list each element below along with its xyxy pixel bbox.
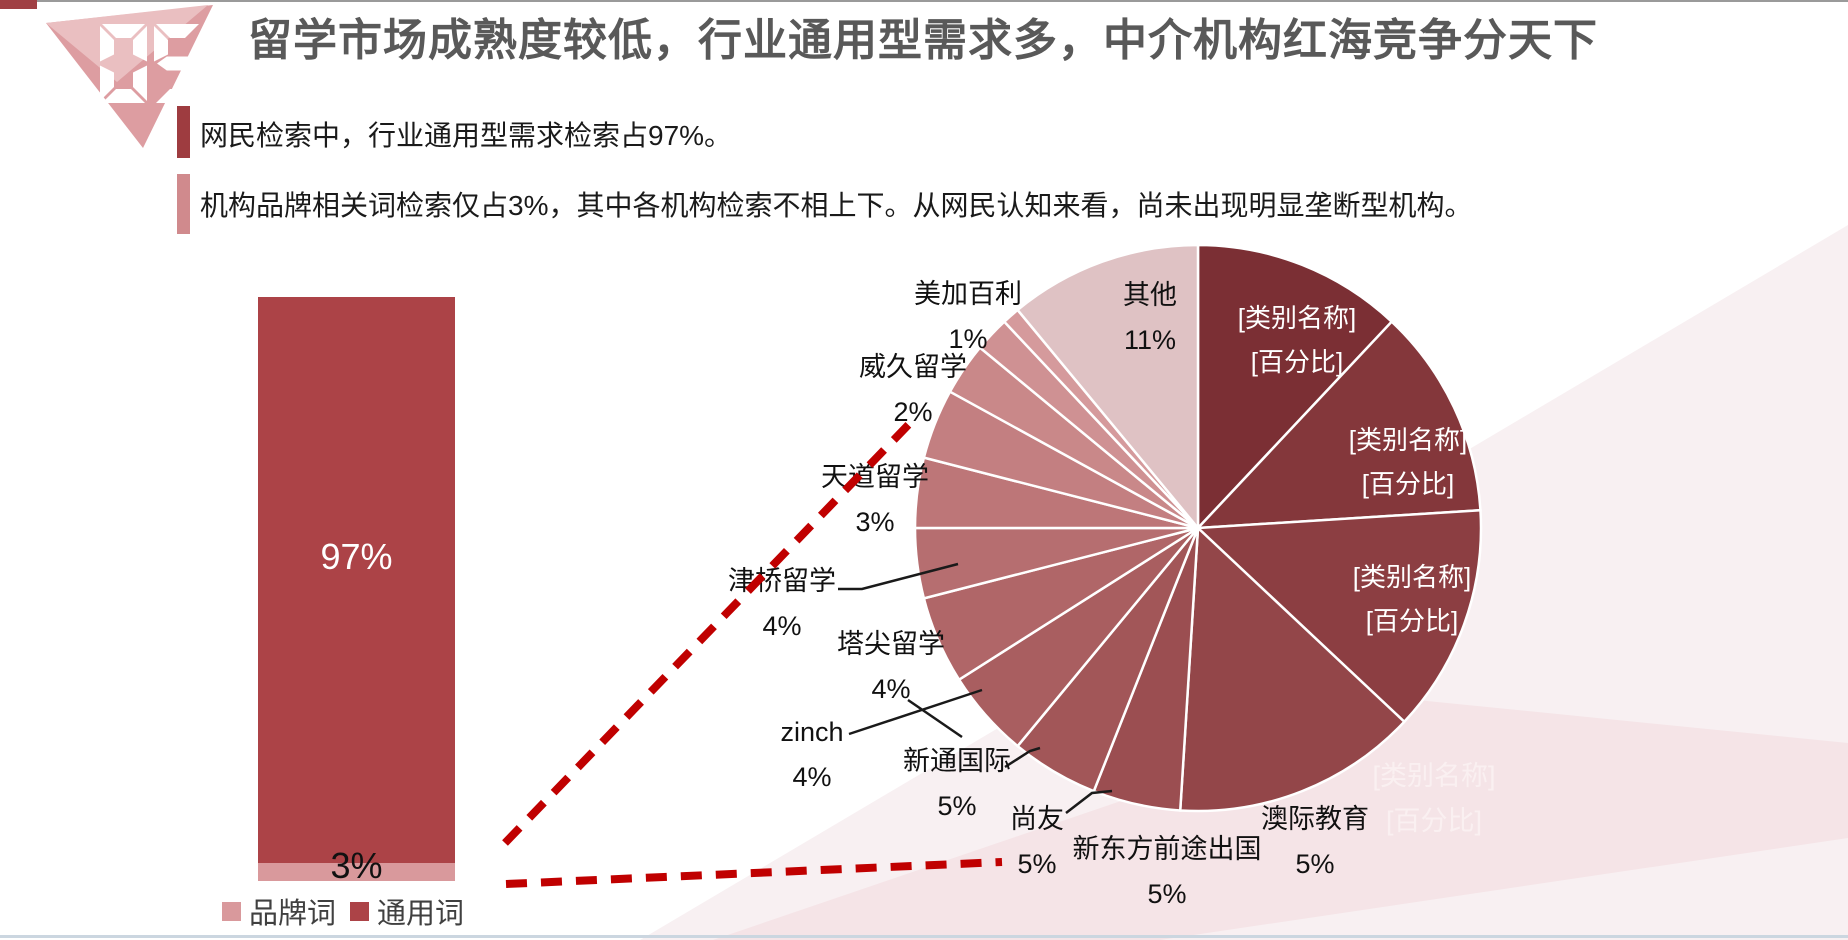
pie-slice-1: [1194, 319, 1482, 530]
pie-label-value-13: 1%: [948, 324, 988, 354]
pie-label-10: 津桥留学 4%: [728, 568, 836, 640]
corner-accent: [0, 0, 37, 9]
pie-label-name-13: 美加百利: [914, 279, 1022, 309]
callout-line-lower: [505, 858, 1003, 888]
bullet-1-text: 网民检索中，行业通用型需求检索占97%。: [200, 120, 733, 151]
bar-value-brand: 3%: [330, 845, 383, 886]
pie-label-value-11: 3%: [855, 507, 895, 537]
callout-line-upper: [502, 417, 916, 846]
bar-chart-legend: 品牌词 通用词: [222, 890, 464, 932]
pie-label-11: 天道留学 3%: [821, 464, 929, 536]
digit-segment: [102, 89, 145, 103]
pie-label-3: [类别名称] [百分比]: [1372, 763, 1495, 835]
pie-label-0: [类别名称] [百分比]: [1238, 305, 1356, 375]
slide-title: 留学市场成熟度较低，行业通用型需求多，中介机构红海竞争分天下: [248, 16, 1598, 65]
pie-label-value-14: 11%: [1123, 325, 1177, 355]
pie-label-name-1: [类别名称]: [1348, 425, 1468, 455]
pie-label-name-7: 新通国际: [903, 746, 1011, 776]
pie-label-value-7: 5%: [937, 791, 977, 821]
digit-segment: [100, 26, 114, 62]
pie-label-name-0: [类别名称]: [1237, 303, 1357, 333]
pie-label-9: 塔尖留学 4%: [837, 631, 945, 703]
pie-label-name-11: 天道留学: [821, 462, 929, 492]
legend-label-brand-words: 品牌词: [249, 898, 337, 930]
digit-segment: [154, 26, 168, 62]
pie-label-value-6: 5%: [1017, 849, 1057, 879]
pie-label-name-4: 澳际教育: [1261, 804, 1369, 834]
pie-label-value-8: 4%: [792, 762, 832, 792]
bar-segment-brand-words: [258, 863, 455, 881]
pie-label-8: zinch 4%: [780, 719, 843, 791]
pie-label-7: 新通国际 5%: [903, 748, 1011, 820]
leader-line-tajian: [907, 698, 963, 739]
digit-segment: [102, 24, 145, 38]
pie-label-name-12: 威久留学: [859, 352, 967, 382]
pie-label-value-5: 5%: [1147, 879, 1187, 909]
bar-value-generic: 97%: [320, 536, 393, 577]
top-border: [0, 0, 1848, 2]
pie-label-14: 其他 11%: [1123, 282, 1177, 354]
pie-label-name-9: 塔尖留学: [837, 629, 945, 659]
pie-label-13: 美加百利 1%: [914, 281, 1022, 353]
section-number-gem: [46, 5, 213, 148]
digit-segment: [156, 89, 199, 103]
digit-segment: [133, 65, 147, 101]
pie-label-1: [类别名称] [百分比]: [1349, 427, 1467, 497]
pie-label-value-9: 4%: [871, 674, 911, 704]
pie-label-name-6: 尚友: [1010, 804, 1064, 834]
pie-label-6: 尚友 5%: [1010, 806, 1064, 878]
bullet-marker-1: [177, 106, 190, 158]
leader-line-shangyou: [1065, 789, 1113, 814]
legend-label-generic-words: 通用词: [377, 898, 465, 930]
pie-label-value-1: [百分比]: [1361, 469, 1455, 499]
pie-label-name-5: 新东方前途出国: [1072, 834, 1262, 864]
pie-label-4: 澳际教育 5%: [1261, 806, 1369, 878]
pie-slice-14: [1015, 243, 1200, 532]
pie-label-value-2: [百分比]: [1365, 606, 1459, 636]
bullet-2-text: 机构品牌相关词检索仅占3%，其中各机构检索不相上下。从网民认知来看，尚未出现明显…: [200, 190, 1473, 221]
bullet-marker-2: [177, 174, 190, 234]
pie-label-name-8: zinch: [780, 717, 844, 747]
legend-item-generic-words: 通用词: [350, 890, 464, 932]
section-number: [100, 24, 201, 103]
legend-swatch-generic-words: [350, 901, 370, 921]
pie-label-value-12: 2%: [893, 397, 933, 427]
bar-segment-generic-words: [258, 297, 455, 864]
legend-swatch-brand-words: [222, 901, 241, 921]
pie-label-12: 威久留学 2%: [859, 354, 967, 426]
pie-slice-3: [1178, 525, 1407, 813]
digit-segment: [100, 65, 114, 101]
pie-label-5: 新东方前途出国 5%: [1073, 836, 1262, 908]
pie-label-value-4: 5%: [1295, 849, 1335, 879]
digit-segment: [157, 56, 198, 71]
leader-line-jinqiao: [838, 562, 959, 591]
pie-label-name-14: 其他: [1123, 280, 1177, 310]
pie-label-value-10: 4%: [762, 611, 802, 641]
digit-segment: [187, 65, 201, 101]
pie-label-value-3: [百分比]: [1385, 806, 1483, 836]
bg-triangle-band: [713, 700, 1848, 940]
pie-label-name-2: [类别名称]: [1352, 562, 1472, 592]
pie-label-name-10: 津桥留学: [728, 566, 836, 596]
pie-label-value-0: [百分比]: [1250, 347, 1344, 377]
bottom-border: [0, 935, 1848, 938]
digit-segment: [133, 26, 147, 62]
legend-item-brand-words: 品牌词: [222, 890, 336, 932]
digit-segment: [156, 24, 199, 38]
pie-label-name-3: [类别名称]: [1372, 761, 1496, 791]
pie-label-2: [类别名称] [百分比]: [1353, 564, 1471, 634]
pie-slice-2: [1195, 508, 1483, 724]
pie-slice-0: [1196, 243, 1394, 532]
leader-line-xintong: [1004, 746, 1041, 769]
leader-line-zinch: [848, 688, 983, 736]
